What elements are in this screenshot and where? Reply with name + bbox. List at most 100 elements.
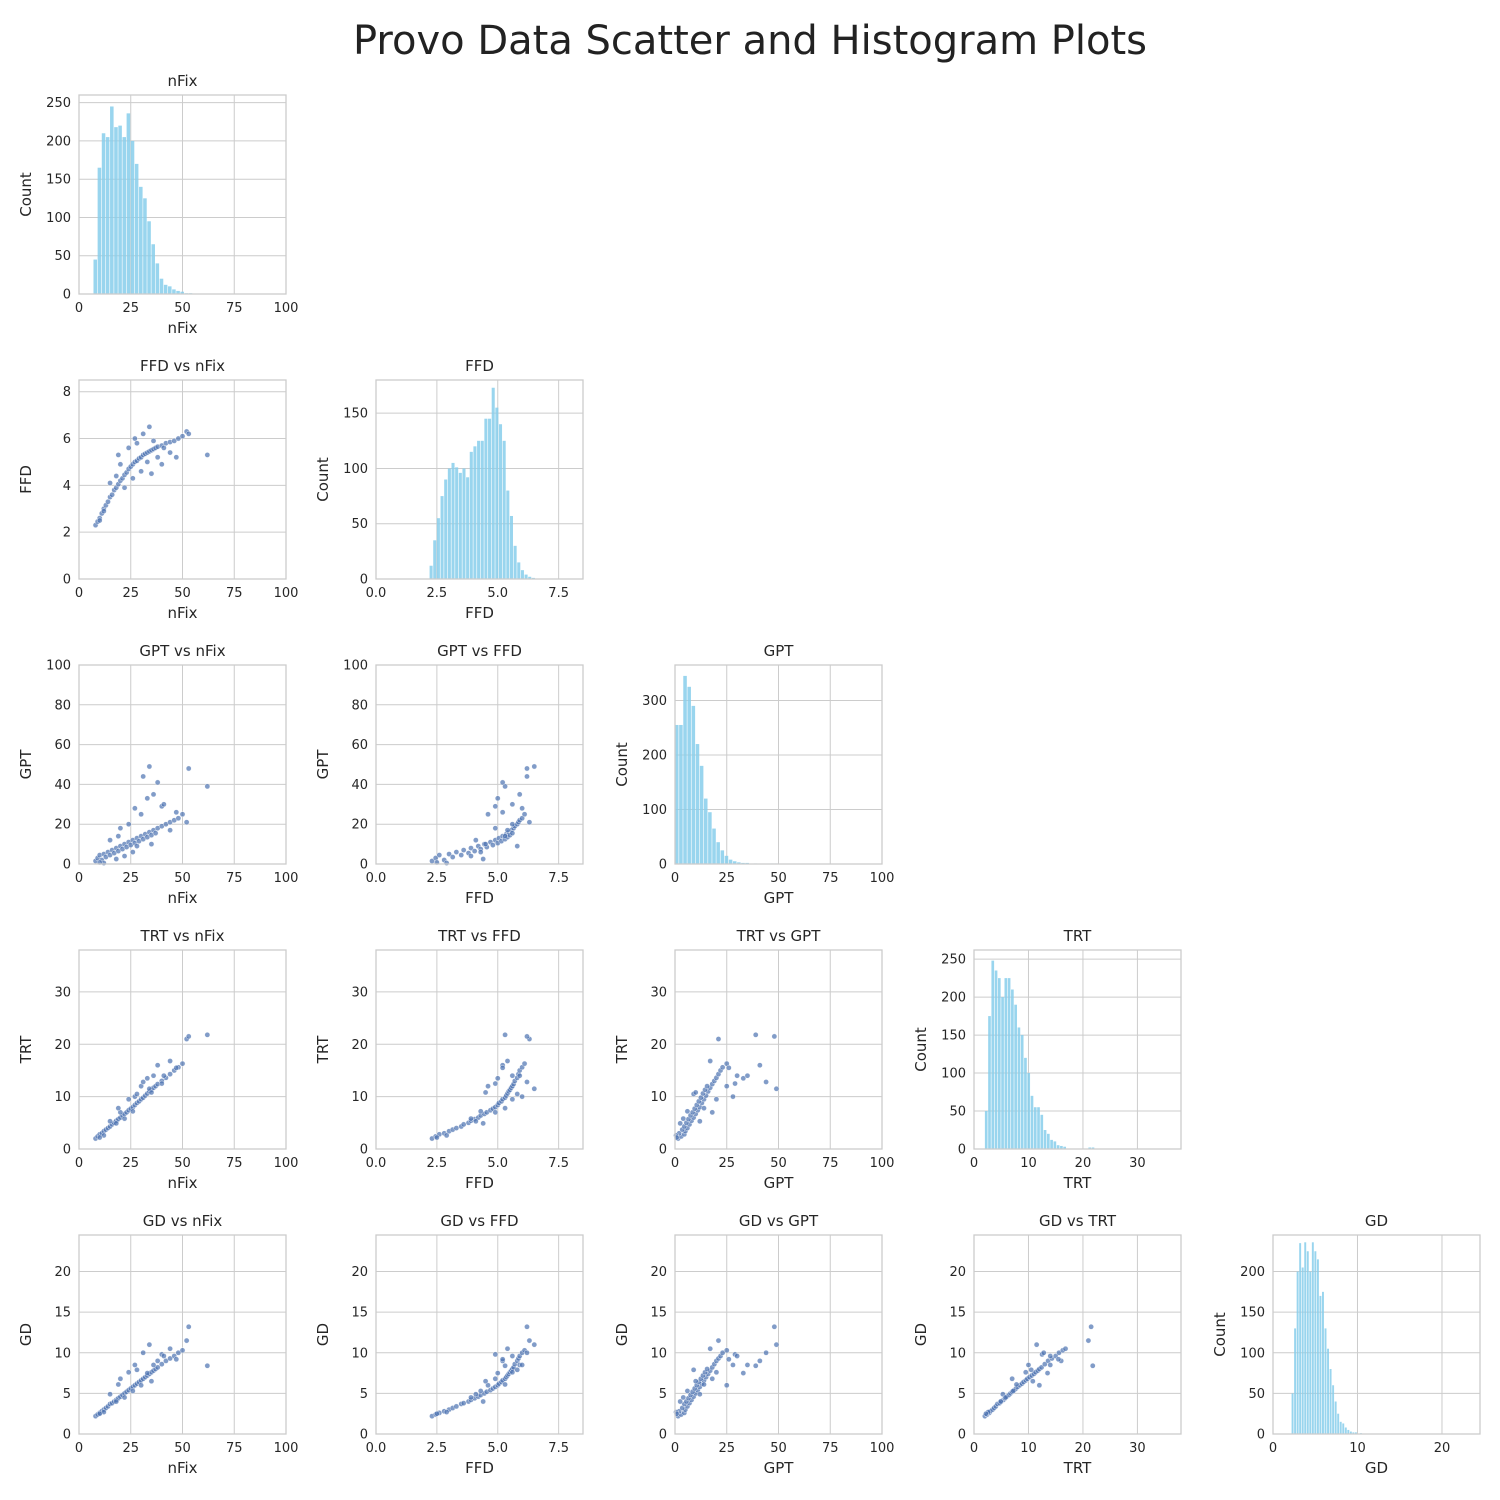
y-axis-label: Count bbox=[1211, 1312, 1229, 1357]
histogram-bar bbox=[1046, 1133, 1050, 1149]
scatter-point bbox=[154, 779, 161, 786]
y-axis-label: GD bbox=[613, 1323, 631, 1346]
y-tick-label: 20 bbox=[650, 1038, 667, 1053]
y-tick-label: 0 bbox=[63, 573, 71, 588]
x-tick-label: 20 bbox=[1075, 1156, 1092, 1171]
scatter-point bbox=[1033, 1341, 1040, 1348]
panel-trt-vs-ffd: 0.0 2.5 5.0 7.5 0 10 20 30 TRT vs FFD FFD TRT bbox=[314, 927, 584, 1192]
scatter-point bbox=[144, 1370, 151, 1376]
x-axis-label: FFD bbox=[465, 889, 494, 907]
scatter-point bbox=[204, 1362, 211, 1369]
scatter-point bbox=[204, 452, 211, 458]
x-tick-label: 5.0 bbox=[487, 1441, 508, 1456]
histogram-bar bbox=[495, 407, 499, 579]
scatter-point bbox=[130, 1108, 136, 1115]
y-tick-label: 250 bbox=[941, 953, 966, 968]
histogram-bar bbox=[122, 137, 127, 294]
x-tick-label: 2.5 bbox=[427, 871, 448, 886]
x-tick-label: 50 bbox=[174, 301, 191, 316]
histogram-bar bbox=[1334, 1401, 1337, 1434]
panel-title: GD bbox=[1365, 1212, 1388, 1230]
scatter-point bbox=[144, 459, 151, 465]
y-tick-label: 150 bbox=[343, 407, 368, 422]
scatter-point bbox=[726, 1065, 732, 1071]
scatter-point bbox=[526, 819, 533, 826]
x-tick-label: 100 bbox=[274, 1441, 299, 1456]
scatter-point bbox=[1028, 1367, 1034, 1373]
histogram-bar bbox=[440, 496, 444, 579]
y-axis-label: Count bbox=[613, 742, 631, 787]
scatter-point bbox=[707, 1345, 713, 1352]
y-tick-label: 0 bbox=[659, 858, 667, 873]
histogram-bar bbox=[159, 278, 164, 294]
scatter-point bbox=[134, 843, 140, 849]
scatter-point bbox=[477, 849, 484, 855]
histogram-bar bbox=[1004, 978, 1008, 1149]
y-axis-label: TRT bbox=[17, 1035, 35, 1064]
y-tick-label: 5 bbox=[63, 1387, 71, 1402]
scatter-point bbox=[492, 1351, 499, 1358]
histogram-bar bbox=[1349, 1431, 1352, 1434]
scatter-point bbox=[519, 805, 525, 812]
histogram-bar bbox=[466, 477, 470, 579]
scatter-point bbox=[436, 852, 443, 858]
histogram-bar bbox=[1291, 1393, 1294, 1434]
histogram-bar bbox=[1354, 1432, 1357, 1434]
scatter-point bbox=[138, 811, 144, 818]
histogram-bar bbox=[1060, 1145, 1063, 1149]
histogram-bar bbox=[126, 113, 131, 294]
x-tick-label: 7.5 bbox=[548, 586, 569, 601]
histogram-bar bbox=[1324, 1328, 1327, 1434]
panel-title: nFix bbox=[167, 72, 197, 90]
scatter-point bbox=[173, 1356, 180, 1363]
x-tick-label: 0 bbox=[970, 1156, 978, 1171]
scatter-point bbox=[109, 491, 115, 498]
scatter-point bbox=[734, 1353, 740, 1359]
histogram-bar bbox=[720, 850, 725, 864]
x-tick-label: 50 bbox=[770, 1441, 787, 1456]
scatter-point bbox=[115, 1381, 122, 1388]
histogram-bar bbox=[480, 440, 484, 579]
scatter-point bbox=[692, 1378, 699, 1385]
scatter-point bbox=[468, 853, 474, 859]
y-tick-label: 15 bbox=[949, 1306, 966, 1321]
scatter-point bbox=[482, 841, 489, 847]
histogram-bar bbox=[1033, 1107, 1037, 1149]
y-tick-label: 10 bbox=[949, 1346, 966, 1361]
x-axis-label: FFD bbox=[465, 604, 494, 622]
x-tick-label: 0.0 bbox=[366, 1156, 387, 1171]
y-axis-label: GPT bbox=[314, 749, 332, 780]
scatter-point bbox=[509, 801, 516, 808]
y-tick-label: 100 bbox=[941, 1067, 966, 1082]
histogram-bar bbox=[1063, 1146, 1067, 1149]
histogram-bar bbox=[1316, 1259, 1319, 1434]
x-tick-label: 10 bbox=[1349, 1441, 1366, 1456]
scatter-point bbox=[521, 811, 528, 818]
x-tick-label: 75 bbox=[226, 586, 243, 601]
axes-frame bbox=[78, 379, 287, 580]
scatter-point bbox=[732, 1080, 738, 1087]
scatter-point bbox=[125, 445, 132, 451]
x-tick-label: 50 bbox=[770, 871, 787, 886]
y-tick-label: 30 bbox=[650, 985, 667, 1000]
y-tick-label: 50 bbox=[1248, 1387, 1265, 1402]
x-tick-label: 100 bbox=[274, 301, 299, 316]
scatter-point bbox=[449, 854, 456, 860]
scatter-point bbox=[494, 1370, 501, 1376]
histogram-bar bbox=[1007, 978, 1011, 1149]
histogram-bar bbox=[429, 565, 433, 579]
scatter-point bbox=[154, 1358, 161, 1364]
y-tick-label: 10 bbox=[54, 1346, 71, 1361]
y-tick-label: 15 bbox=[351, 1306, 368, 1321]
scatter-point bbox=[134, 440, 140, 447]
scatter-point bbox=[531, 1085, 538, 1092]
scatter-point bbox=[158, 1361, 165, 1367]
scatter-point bbox=[473, 837, 479, 843]
scatter-point bbox=[113, 1398, 120, 1405]
scatter-point bbox=[185, 1323, 192, 1330]
histogram-bar bbox=[703, 798, 708, 864]
scatter-point bbox=[680, 1394, 687, 1401]
scatter-point bbox=[113, 473, 120, 479]
scatter-point bbox=[204, 783, 211, 790]
scatter-point bbox=[713, 1369, 720, 1376]
